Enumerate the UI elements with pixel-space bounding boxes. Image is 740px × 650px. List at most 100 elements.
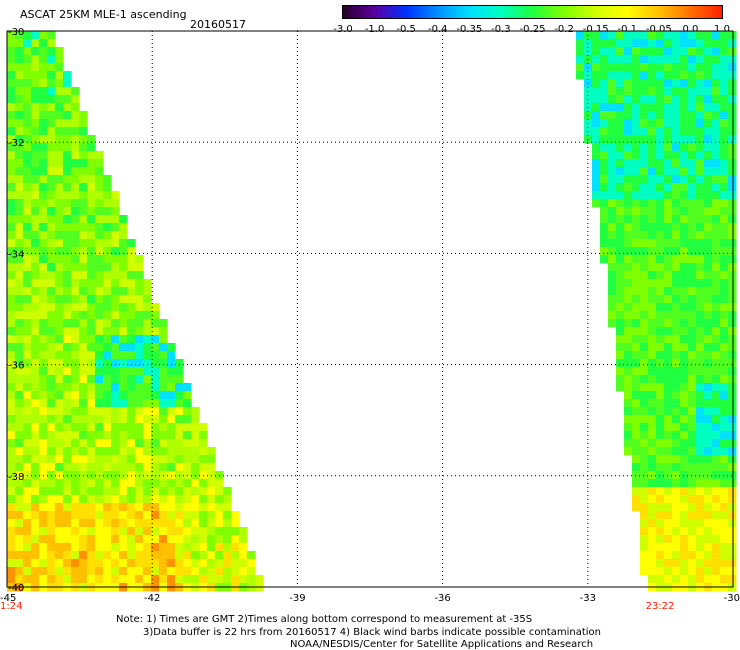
wind-cell bbox=[640, 551, 649, 560]
wind-cell bbox=[87, 311, 96, 320]
wind-cell bbox=[720, 359, 729, 368]
wind-cell bbox=[239, 559, 248, 568]
wind-cell bbox=[632, 231, 641, 240]
wind-cell bbox=[87, 463, 96, 472]
wind-cell bbox=[728, 159, 737, 168]
wind-cell bbox=[135, 343, 144, 352]
wind-cell bbox=[616, 239, 625, 248]
wind-cell bbox=[63, 167, 72, 176]
wind-cell bbox=[199, 567, 208, 576]
wind-cell bbox=[648, 119, 657, 128]
wind-cell bbox=[95, 439, 104, 448]
wind-cell bbox=[632, 167, 641, 176]
wind-cell bbox=[79, 367, 88, 376]
wind-cell bbox=[592, 87, 601, 96]
wind-cell bbox=[624, 87, 633, 96]
wind-cell bbox=[712, 535, 721, 544]
wind-cell bbox=[87, 399, 96, 408]
wind-cell bbox=[712, 375, 721, 384]
wind-cell bbox=[624, 215, 633, 224]
wind-cell bbox=[728, 95, 737, 104]
wind-cell bbox=[55, 551, 64, 560]
wind-cell bbox=[15, 159, 24, 168]
wind-cell bbox=[23, 223, 32, 232]
wind-cell bbox=[680, 487, 689, 496]
wind-cell bbox=[55, 79, 64, 88]
wind-cell bbox=[63, 87, 72, 96]
wind-cell bbox=[39, 39, 48, 48]
wind-cell bbox=[39, 127, 48, 136]
wind-cell bbox=[39, 575, 48, 584]
wind-cell bbox=[31, 503, 40, 512]
wind-cell bbox=[47, 391, 56, 400]
wind-cell bbox=[167, 407, 176, 416]
wind-cell bbox=[672, 423, 681, 432]
wind-cell bbox=[648, 367, 657, 376]
wind-cell bbox=[680, 231, 689, 240]
wind-cell bbox=[7, 127, 16, 136]
wind-cell bbox=[215, 575, 224, 584]
wind-cell bbox=[95, 191, 104, 200]
wind-cell bbox=[15, 71, 24, 80]
wind-cell bbox=[71, 567, 80, 576]
wind-cell bbox=[47, 159, 56, 168]
wind-cell bbox=[23, 535, 32, 544]
wind-cell bbox=[600, 79, 609, 88]
wind-cell bbox=[712, 199, 721, 208]
wind-cell bbox=[656, 247, 665, 256]
wind-cell bbox=[680, 391, 689, 400]
wind-cell bbox=[7, 239, 16, 248]
wind-cell bbox=[199, 551, 208, 560]
wind-cell bbox=[656, 199, 665, 208]
wind-cell bbox=[664, 47, 673, 56]
wind-cell bbox=[728, 359, 737, 368]
wind-cell bbox=[39, 335, 48, 344]
wind-cell bbox=[71, 343, 80, 352]
wind-cell bbox=[79, 551, 88, 560]
wind-cell bbox=[640, 87, 649, 96]
wind-cell bbox=[672, 439, 681, 448]
wind-cell bbox=[47, 575, 56, 584]
wind-cell bbox=[167, 503, 176, 512]
wind-cell bbox=[127, 567, 136, 576]
wind-cell bbox=[656, 135, 665, 144]
wind-cell bbox=[664, 319, 673, 328]
wind-cell bbox=[63, 79, 72, 88]
color-scale-labels: -3.0 -1.0 -0.5 -0.4 -0.35 -0.3 -0.25 -0.2 -0.15-… bbox=[0, 24, 740, 38]
wind-cell bbox=[640, 231, 649, 240]
wind-cell bbox=[159, 351, 168, 360]
wind-cell bbox=[616, 247, 625, 256]
wind-cell bbox=[63, 519, 72, 528]
wind-cell bbox=[183, 575, 192, 584]
wind-cell bbox=[111, 383, 120, 392]
wind-cell bbox=[15, 247, 24, 256]
wind-cell bbox=[95, 455, 104, 464]
wind-cell bbox=[632, 391, 641, 400]
wind-cell bbox=[7, 39, 16, 48]
color-scale-label: -3.0 bbox=[333, 24, 353, 35]
wind-cell bbox=[712, 287, 721, 296]
wind-cell bbox=[616, 367, 625, 376]
wind-cell bbox=[696, 535, 705, 544]
wind-cell bbox=[71, 159, 80, 168]
wind-cell bbox=[632, 479, 641, 488]
wind-cell bbox=[712, 495, 721, 504]
wind-cell bbox=[111, 319, 120, 328]
wind-cell bbox=[39, 359, 48, 368]
wind-cell bbox=[704, 135, 713, 144]
wind-cell bbox=[680, 95, 689, 104]
wind-cell bbox=[87, 391, 96, 400]
wind-cell bbox=[616, 295, 625, 304]
wind-cell bbox=[7, 367, 16, 376]
wind-cell bbox=[111, 415, 120, 424]
wind-cell bbox=[680, 439, 689, 448]
wind-cell bbox=[728, 183, 737, 192]
wind-cell bbox=[672, 527, 681, 536]
wind-cell bbox=[39, 63, 48, 72]
wind-cell bbox=[39, 471, 48, 480]
wind-cell bbox=[95, 463, 104, 472]
wind-cell bbox=[87, 447, 96, 456]
wind-cell bbox=[95, 311, 104, 320]
wind-cell bbox=[95, 263, 104, 272]
wind-cell bbox=[23, 551, 32, 560]
